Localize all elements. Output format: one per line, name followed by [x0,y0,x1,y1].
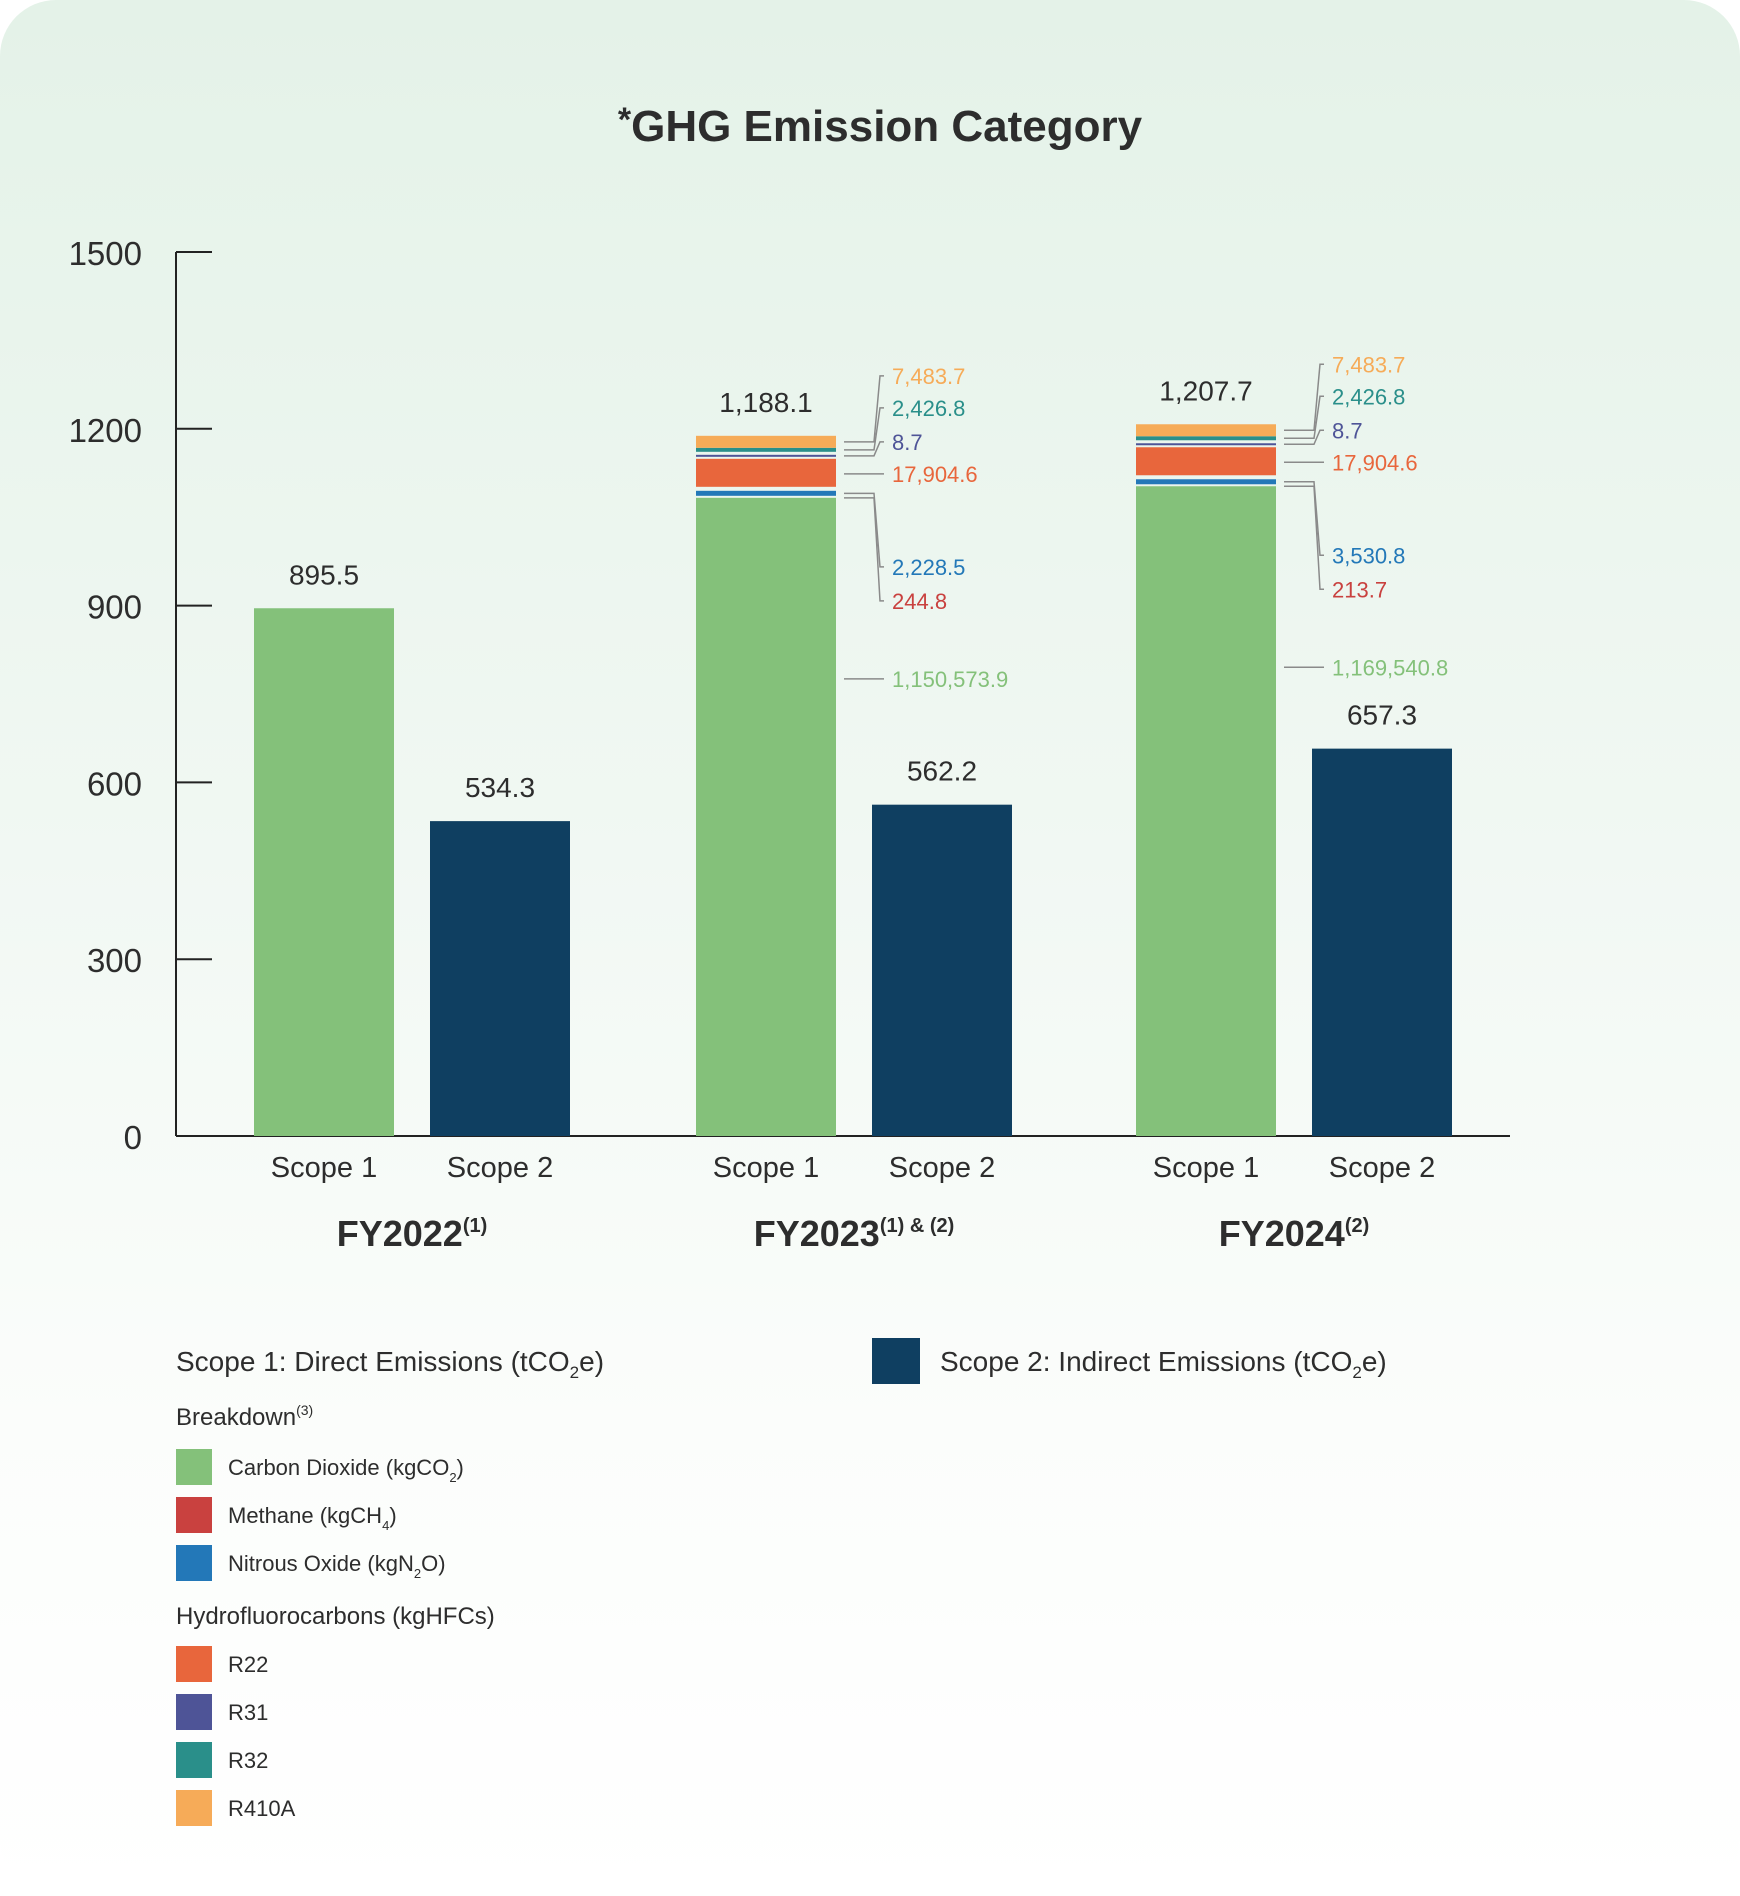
x-group-label: FY2023(1) & (2) [754,1213,955,1254]
callout-leader [1284,395,1324,440]
legend-swatch [176,1545,212,1581]
x-category-label: Scope 1 [1153,1152,1259,1184]
legend-swatch [176,1694,212,1730]
group-label-text: FY2024 [1219,1213,1345,1254]
legend-hfc-heading: Hydrofluorocarbons (kgHFCs) [176,1603,495,1630]
callout-leader [1284,363,1324,432]
legend-item-label: Nitrous Oxide (kgN2O) [228,1551,446,1581]
callout-leader [1284,481,1324,557]
callout-label-r410a: 7,483.7 [892,364,965,389]
legend-swatch [176,1449,212,1485]
bar-segment-nitrous-oxide [1136,479,1276,485]
chart-title: *GHG Emission Category [618,101,1143,151]
bars: 895.5 Scope 1 534.3 Scope 2 FY2022(1) 7,483.7… [254,352,1452,1254]
legend-item-label: Carbon Dioxide (kgCO2) [228,1455,464,1485]
callout-leader [844,407,884,451]
x-category-label: Scope 2 [889,1152,995,1184]
title-text: GHG Emission Category [631,102,1143,151]
callout-leader [844,441,884,457]
callout-label-carbon-dioxide: 1,169,540.8 [1332,655,1448,680]
x-category-label: Scope 1 [713,1152,819,1184]
group-label-superscript: (1) [463,1215,487,1237]
callout-label-r22: 17,904.6 [892,462,978,487]
callout-label-nitrous-oxide: 3,530.8 [1332,543,1405,568]
callout-label-carbon-dioxide: 1,150,573.9 [892,667,1008,692]
legend-scope2-swatch [872,1338,920,1384]
bar-value-label: 895.5 [289,559,359,590]
legend-swatch [176,1497,212,1533]
bar-scope-2 [872,804,1012,1136]
callout-label-r22: 17,904.6 [1332,450,1418,475]
callout-leader [844,497,884,602]
group-label-text: FY2022 [337,1213,463,1254]
legend-swatch [176,1742,212,1778]
bar-scope-2 [430,821,570,1136]
bar-value-label: 1,188.1 [719,387,812,418]
bar-segment-r410a [696,435,836,448]
axes: 0 300 600 900 1200 1500 [69,235,1510,1156]
legend-item-label: R22 [228,1652,268,1677]
x-category-label: Scope 2 [1329,1152,1435,1184]
bar-value-label: 1,207.7 [1159,375,1252,406]
bar-segment-carbon-dioxide [696,497,836,1136]
group-label-text: FY2023 [754,1213,880,1254]
x-category-label: Scope 2 [447,1152,553,1184]
bar-segment-r22 [696,458,836,487]
legend-swatch [176,1790,212,1826]
group-label-superscript: (1) & (2) [880,1215,954,1237]
bar-scope-1 [254,608,394,1136]
bar-segment-r32 [696,447,836,452]
bar-segment-r31 [1136,443,1276,446]
bar-scope-2 [1312,748,1452,1136]
bar-segment-carbon-dioxide [1136,486,1276,1136]
callout-label-methane: 244.8 [892,589,947,614]
legend-scope1-label: Scope 1: Direct Emissions (tCO2e) [176,1346,604,1382]
x-group-label: FY2024(2) [1219,1213,1370,1254]
callout-leader [844,375,884,443]
callout-label-r32: 2,426.8 [1332,384,1405,409]
bar-value-label: 562.2 [907,756,977,787]
legend-item-label: R32 [228,1748,268,1773]
title-asterisk: * [618,101,632,139]
y-tick-label: 600 [87,765,142,802]
y-tick-label: 0 [124,1119,142,1156]
y-tick-label: 1500 [69,235,142,272]
callout-label-nitrous-oxide: 2,228.5 [892,555,965,580]
callout-label-r31: 8.7 [1332,418,1363,443]
bar-segment-r32 [1136,436,1276,441]
legend-item-label: Methane (kgCH4) [228,1503,397,1533]
y-tick-label: 1200 [69,412,142,449]
y-tick-label: 900 [87,589,142,626]
callout-leader [1284,485,1324,591]
legend-item-label: R31 [228,1700,268,1725]
callout-leader [1284,429,1324,446]
callout-label-r31: 8.7 [892,430,923,455]
legend: Scope 1: Direct Emissions (tCO2e) Scope 2… [176,1338,1387,1826]
legend-swatch [176,1646,212,1682]
callout-label-methane: 213.7 [1332,577,1387,602]
callout-leader [844,492,884,568]
bar-value-label: 534.3 [465,772,535,803]
y-tick-label: 300 [87,942,142,979]
bar-value-label: 657.3 [1347,700,1417,731]
group-label-superscript: (2) [1345,1215,1369,1237]
bar-segment-r410a [1136,424,1276,437]
bar-segment-r22 [1136,447,1276,476]
callout-label-r32: 2,426.8 [892,396,965,421]
callout-label-r410a: 7,483.7 [1332,352,1405,377]
legend-breakdown-heading: Breakdown(3) [176,1402,313,1431]
bar-segment-nitrous-oxide [696,490,836,496]
legend-scope2-label: Scope 2: Indirect Emissions (tCO2e) [940,1346,1387,1382]
bar-segment-r31 [696,454,836,457]
legend-item-label: R410A [228,1796,296,1821]
x-group-label: FY2022(1) [337,1213,488,1254]
x-category-label: Scope 1 [271,1152,377,1184]
